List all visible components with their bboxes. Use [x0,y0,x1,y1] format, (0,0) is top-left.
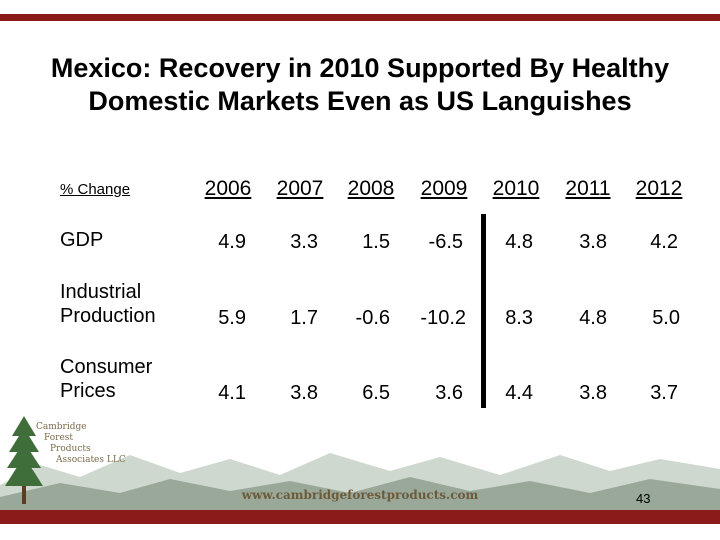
cell-industrial-2008: -0.6 [355,307,390,329]
cell-industrial-2006: 5.9 [218,307,246,329]
bottom-accent-bar [0,510,720,524]
cell-consumer-2010: 4.4 [505,382,533,404]
row-label-line: GDP [60,229,104,251]
title-line-2: Domestic Markets Even as US Languishes [88,86,632,116]
row-label-line: Production [60,305,156,327]
row-label-gdp: GDP [60,228,103,252]
top-accent-bar [0,14,720,21]
cell-consumer-2012: 3.7 [650,382,678,404]
slide-title: Mexico: Recovery in 2010 Supported By He… [20,52,700,118]
row-label-line: Industrial [60,281,142,303]
year-header-2006: 2006 [204,177,252,200]
hills-dark-layer [0,477,720,515]
cell-industrial-2011: 4.8 [579,307,607,329]
cell-consumer-2008: 6.5 [362,382,390,404]
year-header-2008: 2008 [347,177,395,200]
cell-gdp-2012: 4.2 [650,231,678,253]
table-header-label: % Change [60,181,131,198]
cell-gdp-2011: 3.8 [579,231,607,253]
mountain-background [0,453,720,515]
cell-gdp-2006: 4.9 [218,231,246,253]
page-number: 43 [636,491,651,506]
year-header-2011: 2011 [565,177,611,200]
cell-industrial-2010: 8.3 [505,307,533,329]
logo-line-4: Associates LLC [56,455,126,465]
row-label-line: Consumer [60,356,153,378]
year-header-2010: 2010 [492,177,540,200]
logo-line-2: Forest [44,433,74,443]
column-divider [481,214,486,408]
cell-industrial-2009: -10.2 [420,307,466,329]
logo-line-3: Products [50,444,91,454]
cell-industrial-2012: 5.0 [652,307,680,329]
row-label-consumer-prices: Consumer Prices [60,355,152,403]
cell-gdp-2010: 4.8 [505,231,533,253]
cell-industrial-2007: 1.7 [290,307,318,329]
cell-gdp-2008: 1.5 [362,231,390,253]
year-header-2007: 2007 [276,177,324,200]
cell-gdp-2007: 3.3 [290,231,318,253]
logo-line-1: Cambridge [36,422,87,432]
cell-gdp-2009: -6.5 [428,231,463,253]
pine-tree-icon [5,416,43,504]
year-header-2009: 2009 [420,177,468,200]
row-label-industrial-production: Industrial Production [60,280,156,328]
company-logo: Cambridge Forest Products Associates LLC [4,414,154,506]
cell-consumer-2007: 3.8 [290,382,318,404]
cell-consumer-2006: 4.1 [218,382,246,404]
row-label-line: Prices [60,380,116,402]
cell-consumer-2009: 3.6 [435,382,463,404]
year-header-2012: 2012 [635,177,683,200]
footer-url: www.cambridgeforestproducts.com [241,488,479,502]
cell-consumer-2011: 3.8 [579,382,607,404]
title-line-1: Mexico: Recovery in 2010 Supported By He… [50,53,670,83]
